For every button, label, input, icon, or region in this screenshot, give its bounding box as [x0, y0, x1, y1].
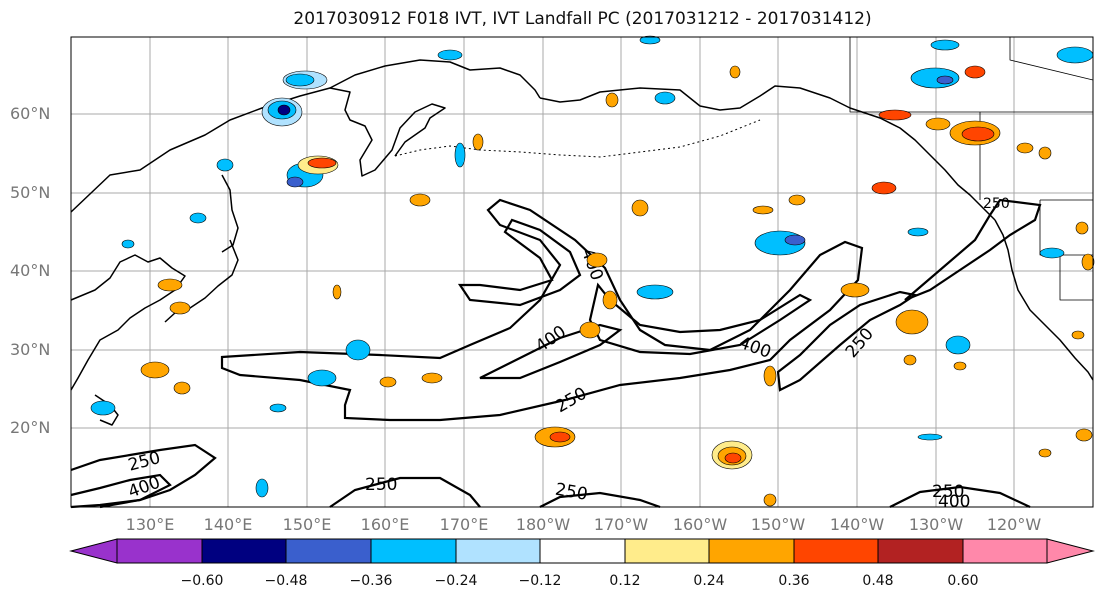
- colorbar-tick: 0.24: [693, 573, 725, 589]
- lat-label: 60°N: [10, 104, 51, 123]
- colorbar-tick: −0.48: [264, 573, 308, 589]
- colorbar: [69, 538, 1095, 564]
- lon-label: 150°E: [282, 515, 332, 534]
- us-states: [849, 37, 1094, 301]
- map-frame: [70, 36, 1094, 508]
- lon-label: 130°W: [908, 515, 964, 534]
- colorbar-extend-high: [1046, 538, 1095, 564]
- contour-label: 400: [938, 492, 970, 512]
- contour-label: 400: [736, 333, 773, 363]
- colorbar-extend-low: [69, 538, 118, 564]
- ivt-contours: [70, 198, 1042, 509]
- contour-label: 250: [983, 196, 1010, 212]
- lat-label: 30°N: [10, 340, 51, 359]
- lon-label: 130°E: [125, 515, 175, 534]
- coastlines: [70, 37, 1094, 426]
- colorbar-tick: 0.36: [778, 573, 810, 589]
- positive-patches: [140, 65, 1095, 507]
- lon-label: 120°W: [986, 515, 1042, 534]
- lat-label: 50°N: [10, 183, 51, 202]
- contour-250-main: [220, 198, 864, 422]
- contour-label: 250: [365, 475, 397, 495]
- colorbar-tick: −0.36: [349, 573, 393, 589]
- contour-label: 250: [126, 448, 163, 476]
- asia-coastline: [70, 87, 446, 213]
- na-west-coast: [994, 219, 1094, 381]
- lon-label: 160°E: [360, 515, 410, 534]
- lat-label: 20°N: [10, 418, 51, 437]
- colorbar-tick: 0.48: [862, 573, 894, 589]
- contour-400-east: [588, 282, 813, 356]
- lat-label: 40°N: [10, 261, 51, 280]
- contour-label: 250: [842, 324, 878, 362]
- contour-600-core: [479, 323, 623, 380]
- contour-250-south: [329, 476, 481, 508]
- contour-label: 250: [932, 482, 964, 502]
- colorbar-tick: 0.12: [609, 573, 641, 589]
- lon-label: 170°E: [439, 515, 489, 534]
- lon-label: 140°W: [829, 515, 885, 534]
- pc-shading: [90, 35, 1095, 507]
- lon-label: 180°W: [515, 515, 571, 534]
- colorbar-tick: 0.60: [947, 573, 979, 589]
- contour-250-se: [889, 485, 1031, 508]
- map-title: 2017030912 F018 IVT, IVT Landfall PC (20…: [293, 9, 872, 29]
- contour-label: 250: [554, 480, 589, 505]
- negative-patches: [90, 35, 1094, 498]
- contour-250-coast: [904, 198, 1042, 302]
- colorbar-tick: −0.12: [518, 573, 562, 589]
- kamchatka-coast: [329, 59, 541, 99]
- colorbar-tick: −0.60: [180, 573, 224, 589]
- lon-label: 150°W: [750, 515, 806, 534]
- lon-label: 140°E: [203, 515, 253, 534]
- contour-250-east-tongue: [776, 290, 918, 392]
- alaska-coast: [539, 85, 996, 221]
- contour-250-south2: [539, 491, 661, 509]
- sakhalin: [221, 174, 239, 253]
- contour-400-sw: [70, 473, 172, 509]
- contour-label: 400: [532, 322, 570, 357]
- aleutian-chain: [394, 119, 761, 158]
- contour-label: 250: [552, 384, 590, 418]
- contour-400-inner: [457, 218, 582, 307]
- colorbar-tick: −0.24: [434, 573, 478, 589]
- lon-label: 160°W: [672, 515, 728, 534]
- contour-label: 400: [126, 473, 163, 503]
- lon-label: 170°W: [593, 515, 649, 534]
